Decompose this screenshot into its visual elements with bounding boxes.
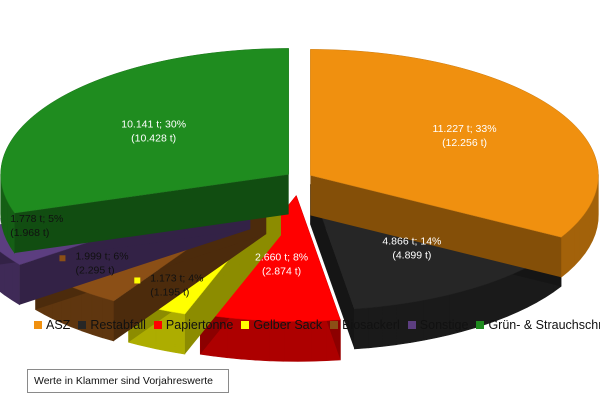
- data-label-gruen-strauchschnitt-previous: (10.428 t): [131, 132, 176, 144]
- legend-label-asz: ASZ: [46, 318, 71, 332]
- slice-side-restabfall: [354, 245, 562, 350]
- legend: ASZ Restabfall Papiertonne Gelber Sack B…: [34, 318, 600, 332]
- legend-swatch-gruen-strauchschnitt: [476, 321, 485, 329]
- legend-swatch-papiertonne: [153, 321, 162, 329]
- data-label-sonstige-previous: (1.968 t): [10, 227, 49, 239]
- data-label-papiertonne-previous: (2.874 t): [262, 265, 301, 277]
- slice-wall-asz-1: [310, 175, 562, 278]
- data-label-restabfall-value: 4.866 t; 14%: [382, 236, 441, 248]
- slice-wall-gruen-strauchschnitt-0: [14, 174, 289, 254]
- legend-label-biosackerl: Biosackerl: [342, 318, 400, 332]
- legend-item-biosackerl: Biosackerl: [330, 318, 400, 332]
- note-box: Werte in Klammer sind Vorjahreswerte: [27, 369, 229, 393]
- legend-label-gelber-sack: Gelber Sack: [253, 318, 323, 332]
- data-label-gelber-sack-value: 1.173 t; 4%: [150, 272, 203, 284]
- data-label-gruen-strauchschnitt-value: 10.141 t; 30%: [121, 118, 186, 130]
- legend-item-gelber-sack: Gelber Sack: [241, 318, 322, 332]
- slice-asz: [310, 49, 599, 238]
- data-label-sonstige-value: 1.778 t; 5%: [10, 213, 63, 225]
- slice-side-papiertonne: [199, 313, 341, 362]
- slice-side-asz: [560, 174, 599, 278]
- legend-item-asz: ASZ: [34, 318, 70, 332]
- slice-gruen-strauchschnitt: [0, 48, 289, 214]
- legend-label-papiertonne: Papiertonne: [165, 318, 234, 332]
- data-label-restabfall-previous: (4.899 t): [392, 250, 431, 262]
- outside-marker-biosackerl: [59, 255, 66, 262]
- legend-label-restabfall: Restabfall: [90, 318, 146, 332]
- legend-swatch-sonstige: [407, 321, 416, 329]
- legend-item-gruen-strauchschnitt: Grün- & Strauchschnitt: [476, 318, 600, 332]
- legend-swatch-biosackerl: [330, 321, 339, 329]
- slice-side-sonstige: [0, 251, 20, 306]
- data-label-asz-previous: (12.256 t): [442, 137, 487, 149]
- data-label-biosackerl-previous: (2.295 t): [75, 264, 114, 276]
- legend-swatch-gelber-sack: [241, 321, 250, 329]
- legend-swatch-asz: [34, 321, 42, 329]
- slice-side-gruen-strauchschnitt: [0, 174, 15, 255]
- data-label-papiertonne-value: 2.660 t; 8%: [255, 251, 308, 263]
- data-label-gelber-sack-previous: (1.195 t): [150, 286, 189, 298]
- outside-marker-gelber-sack: [134, 277, 141, 284]
- legend-label-sonstige: Sonstige: [419, 318, 469, 332]
- legend-label-gruen-strauchschnitt: Grün- & Strauchschnitt: [488, 318, 600, 332]
- legend-swatch-restabfall: [78, 321, 87, 329]
- legend-item-restabfall: Restabfall: [78, 318, 146, 332]
- data-label-biosackerl-value: 1.999 t; 6%: [75, 250, 128, 262]
- legend-item-papiertonne: Papiertonne: [153, 318, 234, 332]
- slice-wall-restabfall-1: [310, 184, 355, 349]
- data-label-asz-value: 11.227 t; 33%: [433, 123, 497, 135]
- legend-item-sonstige: Sonstige: [407, 318, 469, 332]
